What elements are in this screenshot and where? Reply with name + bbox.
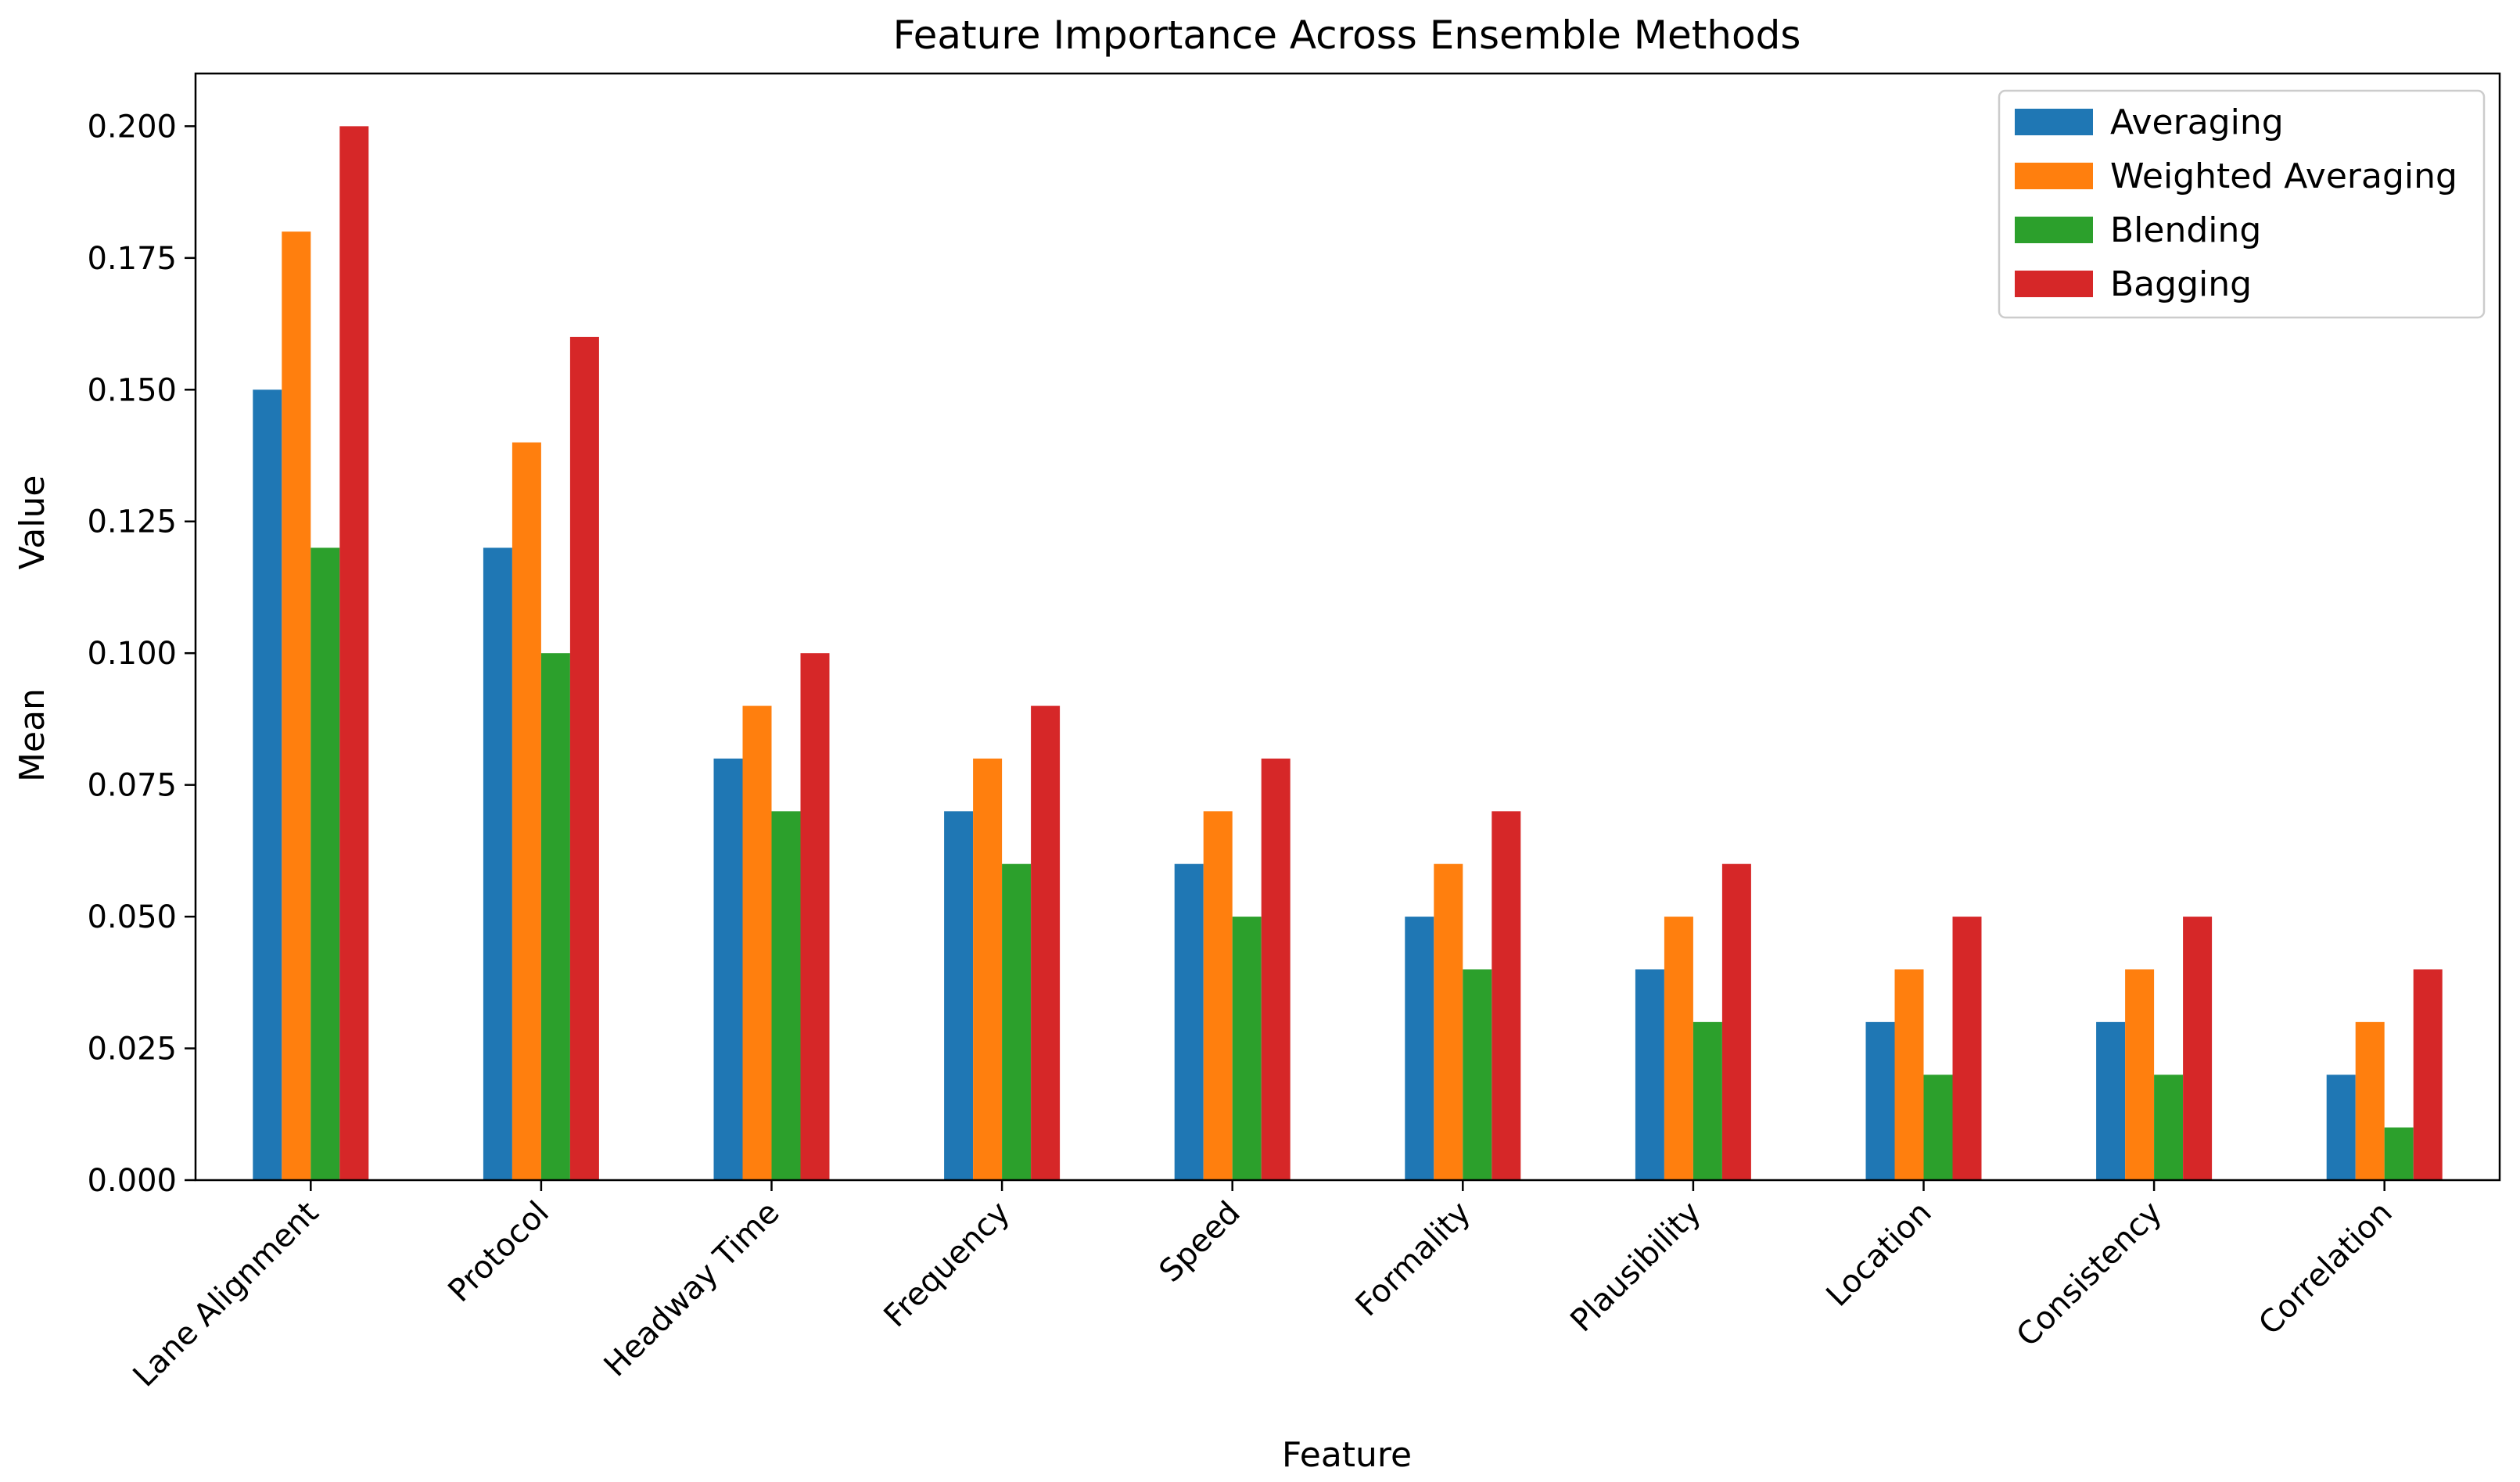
- bar-bagging-headway-time: [800, 653, 830, 1180]
- bar-averaging-lane-alignment: [253, 389, 282, 1180]
- y-axis: 0.000 0.025 0.050 0.075 0.100 0.125 0.150 0.175…: [87, 109, 196, 1199]
- bar-blending-plausibility: [1693, 1021, 1722, 1180]
- bar-averaging-protocol: [483, 547, 512, 1180]
- bar-averaging-headway-time: [713, 758, 743, 1180]
- bar-averaging-location: [1865, 1021, 1895, 1180]
- plot-area: [194, 72, 2501, 1182]
- bar-bagging-location: [1952, 917, 1982, 1180]
- y-axis-label-value: Value: [13, 475, 52, 570]
- bar-weighted-averaging-headway-time: [742, 705, 772, 1180]
- legend-swatch: [2015, 217, 2093, 243]
- x-tick-label: Protocol: [441, 1195, 556, 1310]
- y-tick-label: 0.025: [87, 1032, 177, 1068]
- bar-averaging-speed: [1174, 863, 1204, 1180]
- bar-averaging-formality: [1405, 917, 1434, 1180]
- x-tick-label: Correlation: [2252, 1195, 2399, 1342]
- series-bagging: [339, 126, 2443, 1180]
- bar-weighted-averaging-lane-alignment: [282, 231, 311, 1180]
- legend-label: Averaging: [2110, 102, 2284, 142]
- bar-blending-lane-alignment: [311, 547, 340, 1180]
- bar-weighted-averaging-correlation: [2355, 1021, 2385, 1180]
- bar-blending-speed: [1232, 917, 1262, 1180]
- bar-weighted-averaging-frequency: [973, 758, 1003, 1180]
- legend-swatch: [2015, 109, 2093, 135]
- legend-swatch: [2015, 163, 2093, 189]
- series-averaging: [253, 389, 2356, 1180]
- bar-weighted-averaging-plausibility: [1664, 917, 1693, 1180]
- y-tick-label: 0.100: [87, 636, 177, 672]
- x-tick-label: Plausibility: [1563, 1195, 1708, 1340]
- y-tick-label: 0.150: [87, 372, 177, 408]
- bar-weighted-averaging-speed: [1203, 811, 1233, 1180]
- x-tick-label: Formality: [1349, 1195, 1478, 1324]
- bar-bagging-consistency: [2183, 917, 2213, 1180]
- legend-label: Bagging: [2110, 264, 2252, 304]
- y-tick-label: 0.050: [87, 899, 177, 935]
- x-tick-label: Lane Alignment: [127, 1195, 326, 1394]
- x-tick-label: Speed: [1153, 1195, 1247, 1290]
- bar-averaging-plausibility: [1635, 969, 1664, 1180]
- y-axis-label-mean: Mean: [13, 688, 52, 782]
- series-weighted-averaging: [282, 231, 2385, 1180]
- bar-bagging-formality: [1492, 811, 1521, 1180]
- x-tick-label: Location: [1819, 1195, 1938, 1314]
- bar-blending-protocol: [540, 653, 570, 1180]
- y-tick-label: 0.075: [87, 768, 177, 804]
- y-tick-label: 0.125: [87, 504, 177, 540]
- x-tick-label: Consistency: [2010, 1195, 2170, 1355]
- x-tick-label: Headway Time: [598, 1195, 787, 1384]
- bar-blending-headway-time: [771, 811, 801, 1180]
- x-axis: Lane Alignment Protocol Headway Time Freque…: [127, 1180, 2400, 1394]
- bar-bagging-frequency: [1031, 705, 1061, 1180]
- bar-bagging-lane-alignment: [339, 126, 369, 1180]
- bar-weighted-averaging-location: [1894, 969, 1924, 1180]
- y-tick-label: 0.200: [87, 109, 177, 145]
- bar-blending-formality: [1463, 969, 1492, 1180]
- legend: Averaging Weighted Averaging Blending Baggi…: [1998, 89, 2486, 319]
- y-tick-label: 0.000: [87, 1163, 177, 1199]
- x-tick-label: Frequency: [878, 1195, 1018, 1335]
- legend-label: Blending: [2110, 210, 2261, 250]
- x-axis-label: Feature: [1282, 1435, 1412, 1475]
- bar-blending-correlation: [2384, 1127, 2414, 1180]
- bar-blending-consistency: [2154, 1075, 2184, 1180]
- plot-frame: [194, 72, 2501, 1182]
- bar-averaging-consistency: [2096, 1021, 2126, 1180]
- bar-bagging-speed: [1261, 758, 1291, 1180]
- legend-label: Weighted Averaging: [2110, 156, 2457, 196]
- bar-bagging-plausibility: [1721, 863, 1751, 1180]
- legend-box: [1998, 89, 2486, 319]
- chart-title: Feature Importance Across Ensemble Metho…: [893, 13, 1801, 58]
- y-tick-label: 0.175: [87, 241, 177, 277]
- bar-bagging-correlation: [2413, 969, 2443, 1180]
- bar-bagging-protocol: [569, 336, 599, 1180]
- bar-averaging-frequency: [944, 811, 974, 1180]
- bar-weighted-averaging-consistency: [2125, 969, 2155, 1180]
- series-blending: [311, 547, 2414, 1180]
- legend-swatch: [2015, 271, 2093, 297]
- bar-blending-frequency: [1002, 863, 1032, 1180]
- bar-averaging-correlation: [2326, 1075, 2356, 1180]
- bar-weighted-averaging-formality: [1434, 863, 1463, 1180]
- bar-weighted-averaging-protocol: [512, 442, 541, 1180]
- bar-blending-location: [1923, 1075, 1953, 1180]
